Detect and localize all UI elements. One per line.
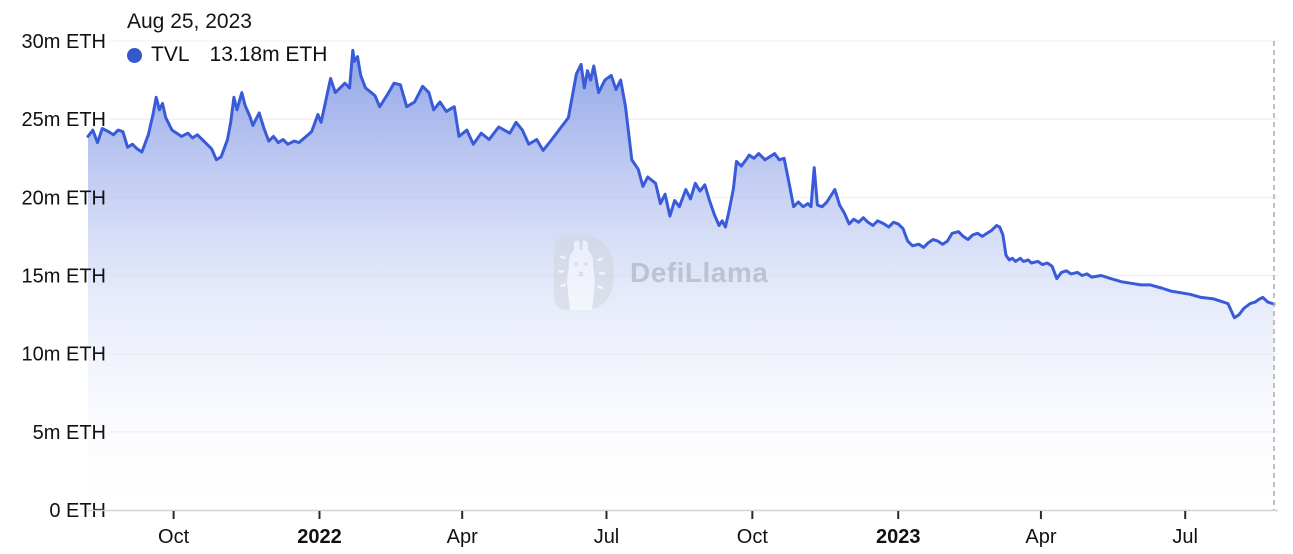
tvl-series-dot-icon bbox=[127, 47, 142, 63]
y-axis-label: 30m ETH bbox=[22, 31, 106, 53]
tvl-area-fill bbox=[88, 50, 1274, 511]
tooltip-series-label: TVL bbox=[151, 43, 190, 67]
tooltip-series-row: TVL 13.18m ETH bbox=[127, 43, 327, 67]
x-axis-label: Apr bbox=[447, 526, 478, 548]
y-axis-label: 5m ETH bbox=[33, 422, 106, 444]
x-axis-label: Jul bbox=[594, 526, 620, 548]
x-axis-label: Jul bbox=[1172, 526, 1198, 548]
x-axis-label: Oct bbox=[737, 526, 769, 548]
y-axis-label: 10m ETH bbox=[22, 344, 106, 366]
tooltip-date: Aug 25, 2023 bbox=[127, 10, 252, 33]
tvl-line bbox=[86, 48, 1276, 320]
x-axis-label: 2023 bbox=[876, 526, 921, 548]
y-axis-label: 15m ETH bbox=[22, 266, 106, 288]
x-axis-ticks: Oct 2022 Apr Jul Oct 2023 Apr Jul bbox=[158, 511, 1198, 548]
tooltip-series-value: 13.18m ETH bbox=[209, 43, 328, 67]
y-axis-labels: 0 ETH 5m ETH 10m ETH 15m ETH 20m ETH 25m ETH 3… bbox=[22, 31, 106, 522]
x-axis-label: Oct bbox=[158, 526, 190, 548]
y-axis-label: 20m ETH bbox=[22, 187, 106, 209]
x-axis-label: 2022 bbox=[297, 526, 342, 548]
chart-tooltip: Aug 25, 2023 TVL 13.18m ETH bbox=[127, 9, 327, 67]
y-axis-label: 0 ETH bbox=[49, 500, 106, 522]
x-axis-label: Apr bbox=[1025, 526, 1056, 548]
y-axis-label: 25m ETH bbox=[22, 109, 106, 131]
